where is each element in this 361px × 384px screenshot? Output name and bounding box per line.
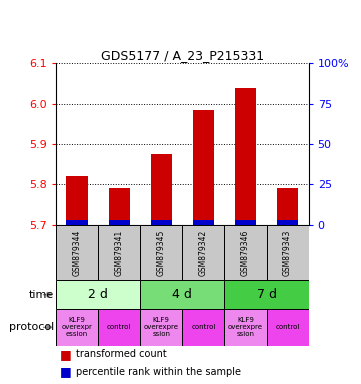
Text: percentile rank within the sample: percentile rank within the sample <box>76 366 241 377</box>
Text: 2 d: 2 d <box>88 288 108 301</box>
Text: control: control <box>107 324 131 330</box>
Text: protocol: protocol <box>9 322 54 333</box>
Text: ■: ■ <box>60 365 71 378</box>
Text: GSM879343: GSM879343 <box>283 229 292 276</box>
Bar <box>140 225 182 280</box>
Text: KLF9
overexpr
ession: KLF9 overexpr ession <box>62 317 92 338</box>
Bar <box>151 220 172 225</box>
Text: GSM879342: GSM879342 <box>199 229 208 276</box>
Bar <box>193 110 214 225</box>
Bar <box>66 220 87 225</box>
Bar <box>225 309 266 346</box>
Bar <box>182 225 225 280</box>
Text: time: time <box>29 290 54 300</box>
Bar <box>277 188 298 225</box>
Bar <box>193 220 214 225</box>
Bar <box>140 309 182 346</box>
Bar <box>98 225 140 280</box>
Text: control: control <box>191 324 216 330</box>
Text: GSM879341: GSM879341 <box>115 229 123 276</box>
Bar <box>56 309 98 346</box>
Text: 7 d: 7 d <box>257 288 277 301</box>
Bar <box>98 309 140 346</box>
Bar <box>109 188 130 225</box>
Bar <box>266 309 309 346</box>
Text: GSM879344: GSM879344 <box>73 229 82 276</box>
Bar <box>56 280 140 309</box>
Bar <box>66 176 87 225</box>
Bar <box>109 220 130 225</box>
Bar <box>56 225 98 280</box>
Text: 4 d: 4 d <box>172 288 192 301</box>
Text: KLF9
overexpre
ssion: KLF9 overexpre ssion <box>144 317 179 338</box>
Text: ■: ■ <box>60 348 71 361</box>
Title: GDS5177 / A_23_P215331: GDS5177 / A_23_P215331 <box>101 49 264 62</box>
Bar <box>182 309 225 346</box>
Bar <box>140 280 225 309</box>
Bar <box>151 154 172 225</box>
Text: KLF9
overexpre
ssion: KLF9 overexpre ssion <box>228 317 263 338</box>
Bar <box>266 225 309 280</box>
Bar <box>225 280 309 309</box>
Text: GSM879346: GSM879346 <box>241 229 250 276</box>
Bar <box>277 220 298 225</box>
Text: GSM879345: GSM879345 <box>157 229 166 276</box>
Text: transformed count: transformed count <box>76 349 166 359</box>
Bar <box>235 220 256 225</box>
Text: control: control <box>275 324 300 330</box>
Bar <box>225 225 266 280</box>
Bar <box>235 88 256 225</box>
